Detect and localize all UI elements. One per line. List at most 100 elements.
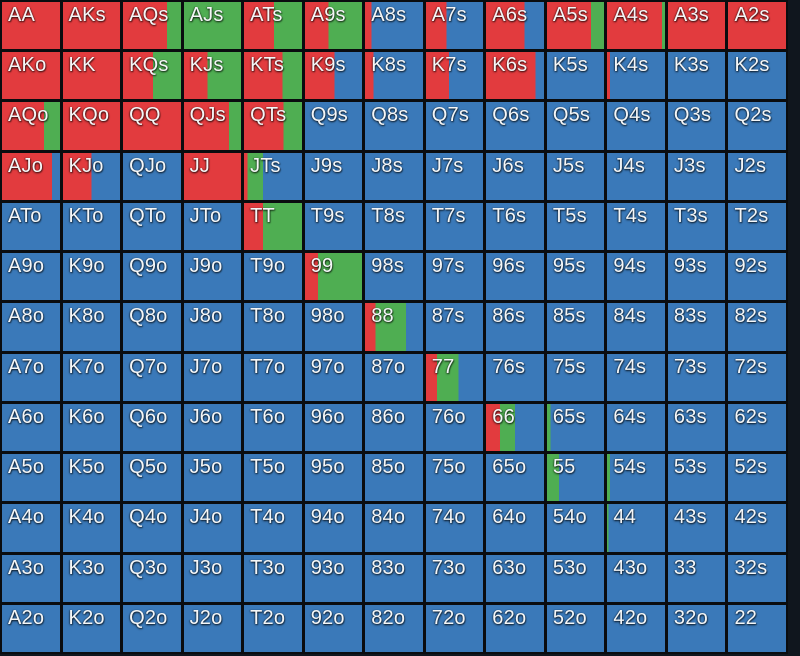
hand-cell-AA[interactable]: AA <box>2 2 60 50</box>
hand-cell-T4s[interactable]: T4s <box>607 202 665 251</box>
hand-cell-96s[interactable]: 96s <box>486 253 544 301</box>
hand-cell-T4o[interactable]: T4o <box>244 504 302 552</box>
hand-cell-87s[interactable]: 87s <box>425 303 484 351</box>
hand-cell-98s[interactable]: 98s <box>365 253 423 301</box>
hand-cell-32s[interactable]: 32s <box>728 554 786 602</box>
hand-cell-T6o[interactable]: T6o <box>244 403 302 452</box>
hand-cell-K9o[interactable]: K9o <box>62 253 121 301</box>
hand-cell-A4o[interactable]: A4o <box>2 504 60 552</box>
hand-cell-Q2s[interactable]: Q2s <box>728 102 786 150</box>
hand-cell-KTs[interactable]: KTs <box>244 52 302 100</box>
hand-cell-84s[interactable]: 84s <box>607 303 665 351</box>
hand-cell-Q2o[interactable]: Q2o <box>123 604 181 652</box>
hand-cell-J6o[interactable]: J6o <box>183 403 242 452</box>
hand-cell-A7o[interactable]: A7o <box>2 353 60 401</box>
hand-cell-84o[interactable]: 84o <box>365 504 423 552</box>
hand-cell-77[interactable]: 77 <box>425 353 484 401</box>
hand-cell-AKo[interactable]: AKo <box>2 52 60 100</box>
hand-cell-92s[interactable]: 92s <box>728 253 786 301</box>
hand-cell-J6s[interactable]: J6s <box>486 152 544 200</box>
hand-cell-87o[interactable]: 87o <box>365 353 423 401</box>
hand-cell-Q3o[interactable]: Q3o <box>123 554 181 602</box>
hand-cell-J2o[interactable]: J2o <box>183 604 242 652</box>
hand-cell-83o[interactable]: 83o <box>365 554 423 602</box>
hand-cell-63s[interactable]: 63s <box>667 403 726 452</box>
hand-cell-72o[interactable]: 72o <box>425 604 484 652</box>
hand-cell-94o[interactable]: 94o <box>304 504 363 552</box>
hand-cell-ATo[interactable]: ATo <box>2 202 60 251</box>
hand-cell-76o[interactable]: 76o <box>425 403 484 452</box>
hand-cell-J3o[interactable]: J3o <box>183 554 242 602</box>
hand-cell-Q4s[interactable]: Q4s <box>607 102 665 150</box>
hand-cell-QQ[interactable]: QQ <box>123 102 181 150</box>
hand-cell-62o[interactable]: 62o <box>486 604 544 652</box>
hand-cell-88[interactable]: 88 <box>365 303 423 351</box>
hand-cell-93s[interactable]: 93s <box>667 253 726 301</box>
hand-cell-J9o[interactable]: J9o <box>183 253 242 301</box>
hand-cell-J2s[interactable]: J2s <box>728 152 786 200</box>
hand-cell-AJo[interactable]: AJo <box>2 152 60 200</box>
hand-cell-J9s[interactable]: J9s <box>304 152 363 200</box>
hand-cell-AJs[interactable]: AJs <box>183 2 242 50</box>
hand-cell-75o[interactable]: 75o <box>425 454 484 502</box>
hand-cell-QTo[interactable]: QTo <box>123 202 181 251</box>
hand-cell-J7o[interactable]: J7o <box>183 353 242 401</box>
hand-cell-76s[interactable]: 76s <box>486 353 544 401</box>
hand-cell-92o[interactable]: 92o <box>304 604 363 652</box>
hand-cell-T8s[interactable]: T8s <box>365 202 423 251</box>
hand-cell-TT[interactable]: TT <box>244 202 302 251</box>
hand-cell-T5o[interactable]: T5o <box>244 454 302 502</box>
hand-cell-K6s[interactable]: K6s <box>486 52 544 100</box>
hand-cell-T7s[interactable]: T7s <box>425 202 484 251</box>
hand-cell-T7o[interactable]: T7o <box>244 353 302 401</box>
hand-cell-T2o[interactable]: T2o <box>244 604 302 652</box>
hand-cell-KQo[interactable]: KQo <box>62 102 121 150</box>
hand-cell-42o[interactable]: 42o <box>607 604 665 652</box>
hand-cell-Q9o[interactable]: Q9o <box>123 253 181 301</box>
hand-cell-J4s[interactable]: J4s <box>607 152 665 200</box>
hand-cell-A9o[interactable]: A9o <box>2 253 60 301</box>
hand-cell-K3o[interactable]: K3o <box>62 554 121 602</box>
hand-cell-T8o[interactable]: T8o <box>244 303 302 351</box>
hand-cell-Q3s[interactable]: Q3s <box>667 102 726 150</box>
hand-cell-74s[interactable]: 74s <box>607 353 665 401</box>
hand-cell-73s[interactable]: 73s <box>667 353 726 401</box>
hand-cell-K2s[interactable]: K2s <box>728 52 786 100</box>
hand-cell-KTo[interactable]: KTo <box>62 202 121 251</box>
hand-cell-72s[interactable]: 72s <box>728 353 786 401</box>
hand-cell-AKs[interactable]: AKs <box>62 2 121 50</box>
hand-cell-AQo[interactable]: AQo <box>2 102 60 150</box>
hand-cell-63o[interactable]: 63o <box>486 554 544 602</box>
hand-cell-J4o[interactable]: J4o <box>183 504 242 552</box>
hand-cell-75s[interactable]: 75s <box>546 353 605 401</box>
hand-cell-K3s[interactable]: K3s <box>667 52 726 100</box>
hand-cell-94s[interactable]: 94s <box>607 253 665 301</box>
hand-cell-65s[interactable]: 65s <box>546 403 605 452</box>
hand-cell-K2o[interactable]: K2o <box>62 604 121 652</box>
hand-cell-52o[interactable]: 52o <box>546 604 605 652</box>
hand-cell-43s[interactable]: 43s <box>667 504 726 552</box>
hand-cell-AQs[interactable]: AQs <box>123 2 181 50</box>
hand-cell-A3o[interactable]: A3o <box>2 554 60 602</box>
hand-cell-T9o[interactable]: T9o <box>244 253 302 301</box>
hand-cell-KK[interactable]: KK <box>62 52 121 100</box>
hand-cell-JTo[interactable]: JTo <box>183 202 242 251</box>
hand-cell-T9s[interactable]: T9s <box>304 202 363 251</box>
hand-cell-55[interactable]: 55 <box>546 454 605 502</box>
hand-cell-93o[interactable]: 93o <box>304 554 363 602</box>
hand-cell-T5s[interactable]: T5s <box>546 202 605 251</box>
hand-cell-A9s[interactable]: A9s <box>304 2 363 50</box>
hand-cell-T3o[interactable]: T3o <box>244 554 302 602</box>
hand-cell-A4s[interactable]: A4s <box>607 2 665 50</box>
hand-cell-Q8o[interactable]: Q8o <box>123 303 181 351</box>
hand-cell-Q8s[interactable]: Q8s <box>365 102 423 150</box>
hand-cell-JTs[interactable]: JTs <box>244 152 302 200</box>
hand-cell-K4o[interactable]: K4o <box>62 504 121 552</box>
hand-cell-Q7o[interactable]: Q7o <box>123 353 181 401</box>
hand-cell-Q5o[interactable]: Q5o <box>123 454 181 502</box>
hand-cell-QJs[interactable]: QJs <box>183 102 242 150</box>
hand-cell-K7s[interactable]: K7s <box>425 52 484 100</box>
hand-cell-97o[interactable]: 97o <box>304 353 363 401</box>
hand-cell-66[interactable]: 66 <box>486 403 544 452</box>
hand-cell-43o[interactable]: 43o <box>607 554 665 602</box>
